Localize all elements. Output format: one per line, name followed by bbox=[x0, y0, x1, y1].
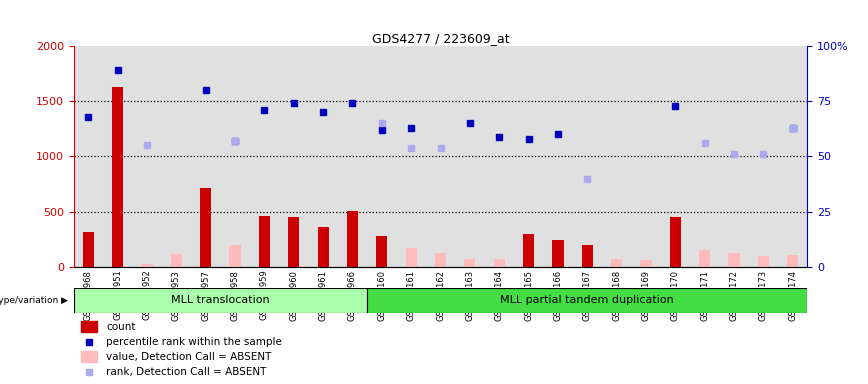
Bar bbox=[426, 46, 455, 267]
Bar bbox=[367, 46, 397, 267]
Bar bbox=[376, 236, 387, 267]
Text: MLL translocation: MLL translocation bbox=[171, 295, 270, 306]
Bar bbox=[720, 46, 748, 267]
Bar bbox=[699, 250, 710, 267]
Bar bbox=[778, 46, 807, 267]
Bar bbox=[81, 351, 97, 362]
Bar bbox=[611, 258, 622, 267]
Bar bbox=[728, 253, 740, 267]
Bar bbox=[141, 264, 153, 267]
Bar bbox=[82, 232, 94, 267]
Bar bbox=[347, 210, 358, 267]
Bar bbox=[308, 46, 338, 267]
Bar bbox=[191, 46, 220, 267]
Bar bbox=[201, 189, 212, 267]
Bar bbox=[220, 46, 250, 267]
Bar bbox=[582, 245, 593, 267]
Bar bbox=[602, 46, 631, 267]
Bar bbox=[133, 46, 161, 267]
FancyBboxPatch shape bbox=[367, 288, 807, 313]
Bar bbox=[229, 245, 240, 267]
Bar bbox=[338, 46, 367, 267]
Bar bbox=[631, 46, 661, 267]
Bar bbox=[397, 46, 426, 267]
Title: GDS4277 / 223609_at: GDS4277 / 223609_at bbox=[372, 32, 510, 45]
Bar bbox=[161, 46, 191, 267]
Bar bbox=[81, 321, 97, 333]
Bar bbox=[543, 46, 573, 267]
Bar bbox=[464, 259, 476, 267]
Text: value, Detection Call = ABSENT: value, Detection Call = ABSENT bbox=[106, 352, 272, 362]
Bar bbox=[318, 227, 329, 267]
Bar bbox=[641, 260, 652, 267]
Bar bbox=[279, 46, 308, 267]
Bar bbox=[661, 46, 690, 267]
Bar bbox=[669, 217, 681, 267]
Text: genotype/variation ▶: genotype/variation ▶ bbox=[0, 296, 68, 305]
Bar bbox=[787, 255, 799, 267]
Bar bbox=[250, 46, 279, 267]
Bar bbox=[690, 46, 720, 267]
Bar bbox=[171, 254, 182, 267]
Text: percentile rank within the sample: percentile rank within the sample bbox=[106, 336, 282, 347]
Bar bbox=[74, 46, 103, 267]
Bar bbox=[523, 234, 534, 267]
Text: MLL partial tandem duplication: MLL partial tandem duplication bbox=[500, 295, 674, 306]
Bar bbox=[573, 46, 602, 267]
Bar bbox=[112, 87, 123, 267]
Bar bbox=[435, 253, 446, 267]
Bar bbox=[259, 215, 270, 267]
FancyBboxPatch shape bbox=[74, 288, 367, 313]
Bar bbox=[288, 217, 299, 267]
Bar bbox=[758, 257, 769, 267]
Bar bbox=[494, 259, 505, 267]
Bar bbox=[552, 240, 563, 267]
Text: rank, Detection Call = ABSENT: rank, Detection Call = ABSENT bbox=[106, 367, 266, 377]
Bar bbox=[405, 248, 417, 267]
Bar bbox=[103, 46, 133, 267]
Bar bbox=[484, 46, 514, 267]
Bar bbox=[748, 46, 778, 267]
Text: count: count bbox=[106, 321, 135, 331]
Bar bbox=[514, 46, 543, 267]
Bar bbox=[455, 46, 484, 267]
